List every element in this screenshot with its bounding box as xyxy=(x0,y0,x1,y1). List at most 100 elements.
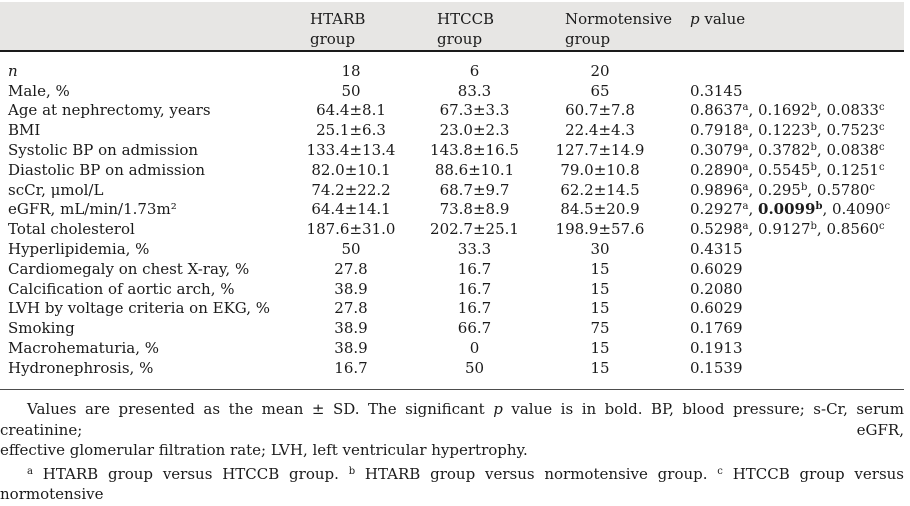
cell-normotensive: 60.7±7.8 xyxy=(565,101,635,120)
superscript-marker: a xyxy=(742,122,749,134)
cell-normotensive: 15 xyxy=(590,259,610,278)
cell-p-value: 0.3145 xyxy=(690,81,743,100)
cell-normotensive: 22.4±4.3 xyxy=(565,121,635,140)
table-row: Systolic BP on admission 133.4±13.4 143.8±… xyxy=(0,140,904,160)
cell-p-value: 0.2890a, 0.5545b, 0.1251c xyxy=(690,160,885,179)
table-row: Calcification of aortic arch, % 38.9 16.7 1… xyxy=(0,279,904,299)
footnote-line: effective glomerular filtration rate; LV… xyxy=(0,441,528,460)
footnotes: Values are presented as the mean ± SD. T… xyxy=(0,399,904,506)
p-value-rest: value xyxy=(699,10,746,28)
superscript-marker: c xyxy=(869,181,876,193)
cell-htccb: 0 xyxy=(469,339,480,358)
cell-normotensive: 198.9±57.6 xyxy=(555,220,645,239)
cell-normotensive: 75 xyxy=(590,319,610,338)
superscript-marker: c xyxy=(884,201,891,213)
table-row: n 18 6 20 xyxy=(0,61,904,81)
cell-htccb: 50 xyxy=(464,358,485,377)
p-value-italic-p: p xyxy=(690,10,700,28)
cell-htarb: 187.6±31.0 xyxy=(306,220,396,239)
table-body: n 18 6 20 Male, % 50 83.3 65 0.3145 Age at nephre… xyxy=(0,52,904,378)
cell-htarb: 27.8 xyxy=(334,299,368,318)
cell-p-value: 0.1539 xyxy=(690,358,743,377)
table-row: scCr, μmol/L 74.2±22.2 68.7±9.7 62.2±14.5 0.… xyxy=(0,180,904,200)
header-p-value: p value xyxy=(663,2,904,29)
cell-p-value: 0.8637a, 0.1692b, 0.0833c xyxy=(690,101,885,120)
body-footnote-divider xyxy=(0,388,904,391)
superscript-marker: b xyxy=(348,465,356,477)
cell-p-value: 0.6029 xyxy=(690,299,743,318)
cell-htccb: 88.6±10.1 xyxy=(434,160,515,179)
row-label: eGFR, mL/min/1.73m² xyxy=(8,200,177,219)
cell-normotensive: 127.7±14.9 xyxy=(555,141,645,160)
footnote-line: a HTARB group versus HTCCB group. b HTAR… xyxy=(0,464,904,504)
cell-htarb: 38.9 xyxy=(334,279,368,298)
table-header-row: HTARB group HTCCB group Normotensive gro… xyxy=(0,2,904,50)
superscript-marker: a xyxy=(742,142,749,154)
superscript-marker: a xyxy=(742,181,749,193)
cell-htarb: 64.4±8.1 xyxy=(316,101,386,120)
cell-htccb: 68.7±9.7 xyxy=(439,180,510,199)
superscript-marker: b xyxy=(810,102,817,114)
cell-htarb: 18 xyxy=(341,61,361,80)
header-htarb-group: HTARB group xyxy=(310,10,366,48)
superscript-marker: a xyxy=(27,465,33,477)
row-label: Calcification of aortic arch, % xyxy=(8,279,235,298)
table-row: eGFR, mL/min/1.73m² 64.4±14.1 73.8±8.9 84.5… xyxy=(0,200,904,220)
cell-p-value: 0.4315 xyxy=(690,240,743,259)
cell-normotensive: 30 xyxy=(590,240,610,259)
cell-normotensive: 15 xyxy=(590,358,610,377)
cell-htccb: 83.3 xyxy=(457,81,492,100)
table-row: Diastolic BP on admission 82.0±10.1 88.6±1… xyxy=(0,160,904,180)
row-label: n xyxy=(8,61,18,80)
header-normotensive-group: Normotensive group xyxy=(565,10,672,48)
row-label: LVH by voltage criteria on EKG, % xyxy=(8,299,271,318)
table-row: Male, % 50 83.3 65 0.3145 xyxy=(0,81,904,101)
superscript-marker: a xyxy=(742,161,749,173)
cell-htarb: 64.4±14.1 xyxy=(311,200,391,219)
table-row: Cardiomegaly on chest X-ray, % 27.8 16.7 15… xyxy=(0,259,904,279)
cell-htarb: 82.0±10.1 xyxy=(311,160,391,179)
cell-p-value: 0.2080 xyxy=(690,279,743,298)
cell-p-value: 0.9896a, 0.295b, 0.5780c xyxy=(690,180,876,199)
cell-htccb: 143.8±16.5 xyxy=(430,141,519,160)
superscript-marker: c xyxy=(878,102,885,114)
cell-htccb: 16.7 xyxy=(457,259,492,278)
cell-normotensive: 15 xyxy=(590,279,610,298)
header-htccb-group: HTCCB group xyxy=(437,10,495,48)
superscript-marker: a xyxy=(742,102,749,114)
superscript-marker: a xyxy=(742,221,749,233)
row-label: Age at nephrectomy, years xyxy=(8,101,211,120)
superscript-marker: b xyxy=(810,142,817,154)
cell-htarb: 133.4±13.4 xyxy=(306,141,396,160)
cell-normotensive: 84.5±20.9 xyxy=(560,200,640,219)
cell-htarb: 74.2±22.2 xyxy=(311,180,391,199)
cell-htccb: 16.7 xyxy=(457,279,492,298)
row-label: Hydronephrosis, % xyxy=(8,358,154,377)
row-label: Male, % xyxy=(8,81,70,100)
cell-normotensive: 15 xyxy=(590,339,610,358)
cell-htccb: 33.3 xyxy=(457,240,492,259)
cell-normotensive: 15 xyxy=(590,299,610,318)
row-label: BMI xyxy=(8,121,41,140)
superscript-marker: c xyxy=(878,142,885,154)
cell-htarb: 25.1±6.3 xyxy=(316,121,386,140)
cell-p-value: 0.6029 xyxy=(690,259,743,278)
cell-htccb: 73.8±8.9 xyxy=(439,200,510,219)
cell-p-value: 0.3079a, 0.3782b, 0.0838c xyxy=(690,141,885,160)
cell-htarb: 38.9 xyxy=(334,319,368,338)
superscript-marker: c xyxy=(878,122,885,134)
cell-htccb: 6 xyxy=(469,61,480,80)
table-row: LVH by voltage criteria on EKG, % 27.8 16.… xyxy=(0,299,904,319)
row-label: Diastolic BP on admission xyxy=(8,160,206,179)
superscript-marker: c xyxy=(878,161,885,173)
superscript-marker: b xyxy=(810,161,817,173)
cell-htarb: 38.9 xyxy=(334,339,368,358)
table-row: Hyperlipidemia, % 50 33.3 30 0.4315 xyxy=(0,239,904,259)
cell-htarb: 50 xyxy=(341,240,361,259)
superscript-marker: c xyxy=(717,465,723,477)
cell-normotensive: 62.2±14.5 xyxy=(560,180,640,199)
cell-normotensive: 65 xyxy=(590,81,610,100)
cell-p-value: 0.1913 xyxy=(690,339,743,358)
